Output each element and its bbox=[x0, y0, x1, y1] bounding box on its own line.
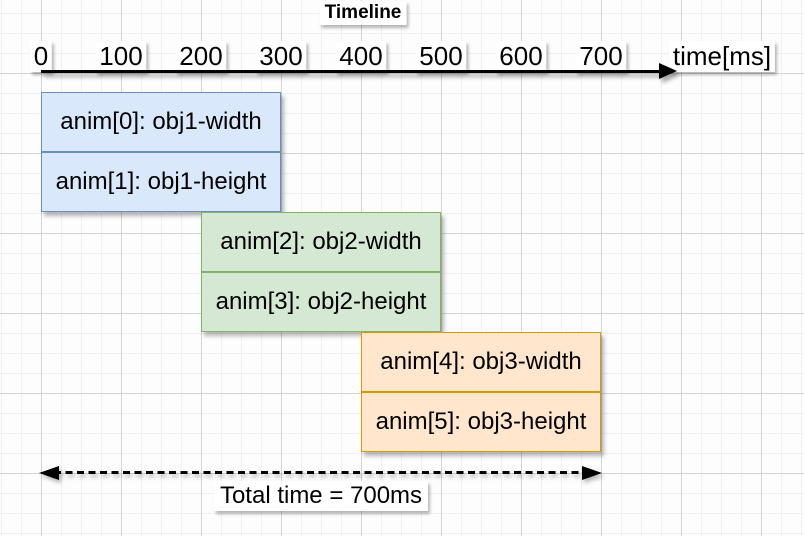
track-bar-label: anim[2]: obj2-width bbox=[220, 228, 422, 255]
track-bar-label: anim[3]: obj2-height bbox=[215, 288, 427, 315]
axis-tick-0: 0 bbox=[29, 41, 53, 72]
axis-tick-300: 300 bbox=[255, 41, 307, 72]
total-duration-arrow bbox=[39, 465, 602, 481]
track-bar-label: anim[0]: obj1-width bbox=[60, 108, 262, 135]
axis-tick-500: 500 bbox=[415, 41, 467, 72]
track-bar-anim1: anim[1]: obj1-height bbox=[41, 152, 281, 212]
track-bar-label: anim[4]: obj3-width bbox=[380, 348, 582, 375]
arrowhead-right-icon bbox=[582, 466, 602, 480]
time-axis-arrowhead-icon bbox=[659, 63, 677, 79]
total-duration-dashed-line bbox=[54, 471, 587, 474]
axis-tick-100: 100 bbox=[95, 41, 147, 72]
axis-tick-600: 600 bbox=[495, 41, 547, 72]
track-bar-anim3: anim[3]: obj2-height bbox=[201, 272, 441, 332]
axis-tick-400: 400 bbox=[335, 41, 387, 72]
axis-tick-700: 700 bbox=[575, 41, 627, 72]
diagram-title: Timeline bbox=[319, 1, 407, 25]
total-time-label: Total time = 700ms bbox=[213, 481, 429, 511]
track-bar-anim0: anim[0]: obj1-width bbox=[41, 92, 281, 152]
track-bar-label: anim[1]: obj1-height bbox=[55, 168, 267, 195]
track-bar-anim5: anim[5]: obj3-height bbox=[361, 392, 601, 452]
time-axis bbox=[41, 62, 677, 82]
axis-unit-label: time[ms] bbox=[668, 41, 776, 72]
axis-tick-200: 200 bbox=[175, 41, 227, 72]
track-bar-anim2: anim[2]: obj2-width bbox=[201, 212, 441, 272]
arrowhead-left-icon bbox=[39, 466, 59, 480]
track-bar-label: anim[5]: obj3-height bbox=[375, 408, 587, 435]
track-bar-anim4: anim[4]: obj3-width bbox=[361, 332, 601, 392]
time-axis-line bbox=[41, 70, 662, 73]
